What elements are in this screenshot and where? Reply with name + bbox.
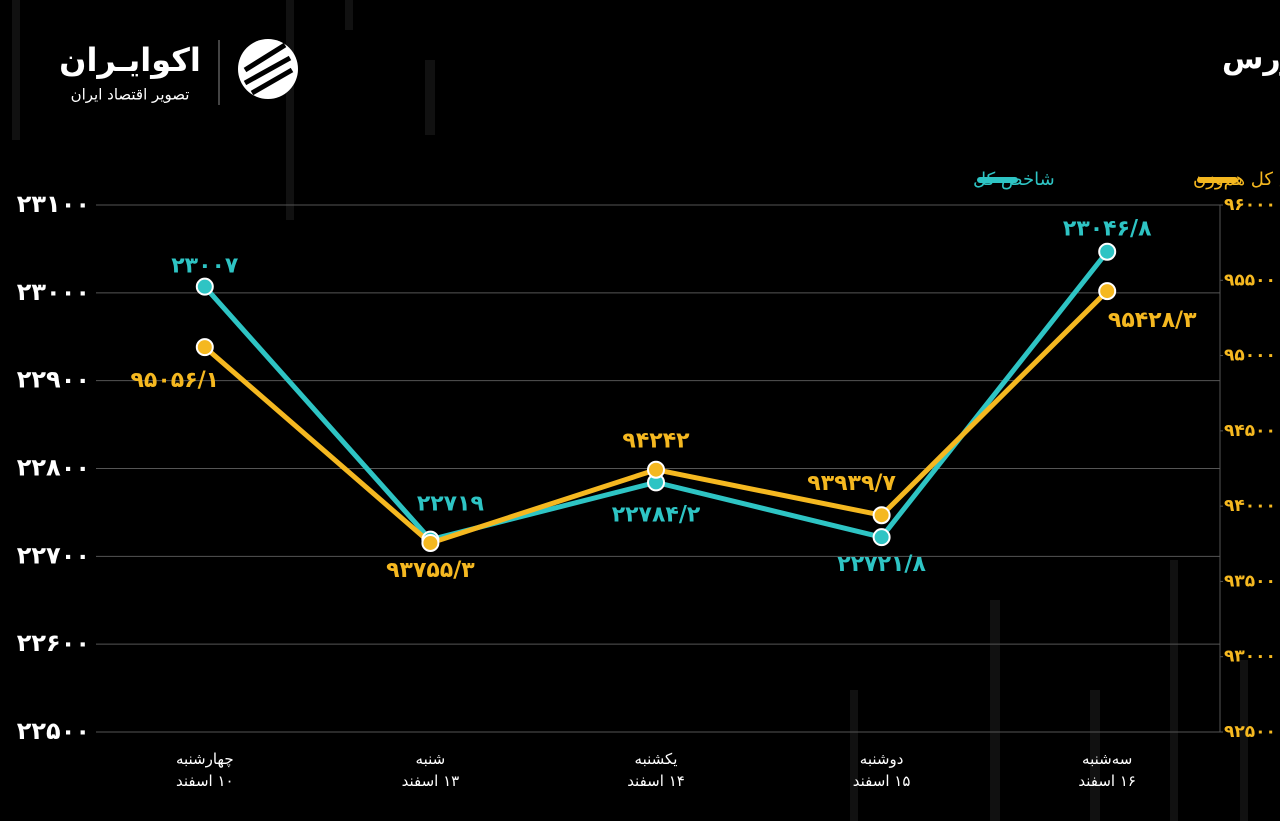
- series-line: [202, 250, 1110, 543]
- value-label: ۲۳۰۰۷: [171, 254, 239, 279]
- y2-tick-label: ۹۵۵۰۰: [1224, 270, 1276, 290]
- y-tick-label: ۲۲۸۰۰: [17, 454, 90, 482]
- point: [872, 506, 891, 525]
- point: [647, 460, 665, 479]
- value-label: ۲۲۷۸۴/۲: [612, 502, 701, 527]
- y2-tick-label: ۹۴۵۰۰: [1224, 421, 1276, 441]
- value-label: ۲۲۷۱۹: [417, 492, 484, 517]
- value-label: ۹۴۲۴۲: [622, 429, 690, 454]
- y-tick-label: ۲۲۶۰۰: [17, 629, 90, 657]
- y-tick-label: ۲۲۹۰۰: [17, 366, 90, 394]
- point: [872, 528, 891, 547]
- value-label: ۹۵۴۲۸/۳: [1108, 308, 1197, 333]
- value-label: ۲۲۷۲۱/۸: [837, 552, 926, 577]
- x-tick-label: سه‌شنبه ۱۶ اسفند: [1078, 750, 1136, 790]
- point: [421, 533, 440, 552]
- y2-tick-label: ۹۴۰۰۰: [1224, 496, 1276, 516]
- x-tick-label: دوشنبه ۱۵ اسفند: [852, 750, 911, 790]
- value-label: ۹۵۰۵۶/۱: [130, 368, 219, 393]
- legend-label: شاخص کل: [973, 169, 1055, 190]
- y2-tick-label: ۹۳۰۰۰: [1224, 647, 1276, 667]
- point: [1098, 282, 1117, 301]
- legend-label: شاخص کل هم‌وزن: [1193, 169, 1280, 190]
- chart-title: روند هفته شاخص کل و شاخص کل هم‌وزن فرابو…: [1222, 42, 1280, 77]
- logo: [238, 39, 298, 99]
- value-label: ۹۳۹۳۹/۷: [807, 471, 896, 496]
- y-tick-label: ۲۲۷۰۰: [17, 541, 90, 569]
- x-tick-label: شنبه ۱۳ اسفند: [401, 750, 460, 790]
- point: [1098, 242, 1117, 261]
- brand-name: اکوایـران: [59, 41, 201, 79]
- background-decoration: [12, 0, 1248, 821]
- y-tick-label: ۲۳۰۰۰: [17, 278, 90, 306]
- y-tick-label: ۲۲۵۰۰: [17, 717, 90, 745]
- value-label: ۹۳۷۵۵/۳: [386, 558, 475, 583]
- y2-tick-label: ۹۵۰۰۰: [1224, 346, 1276, 366]
- y2-tick-label: ۹۳۵۰۰: [1224, 571, 1276, 591]
- value-label: ۲۳۰۴۶/۸: [1063, 217, 1152, 242]
- brand-tagline: تصویر اقتصاد ایران: [71, 86, 190, 104]
- x-tick-label: چهارشنبه ۱۰ اسفند: [175, 750, 234, 790]
- point: [195, 277, 214, 296]
- y2-tick-label: ۹۶۰۰۰: [1224, 195, 1276, 215]
- point: [195, 338, 214, 357]
- y-tick-label: ۲۳۱۰۰: [17, 190, 90, 218]
- y2-tick-label: ۹۲۵۰۰: [1224, 722, 1276, 742]
- x-tick-label: یکشنبه ۱۴ اسفند: [627, 750, 685, 790]
